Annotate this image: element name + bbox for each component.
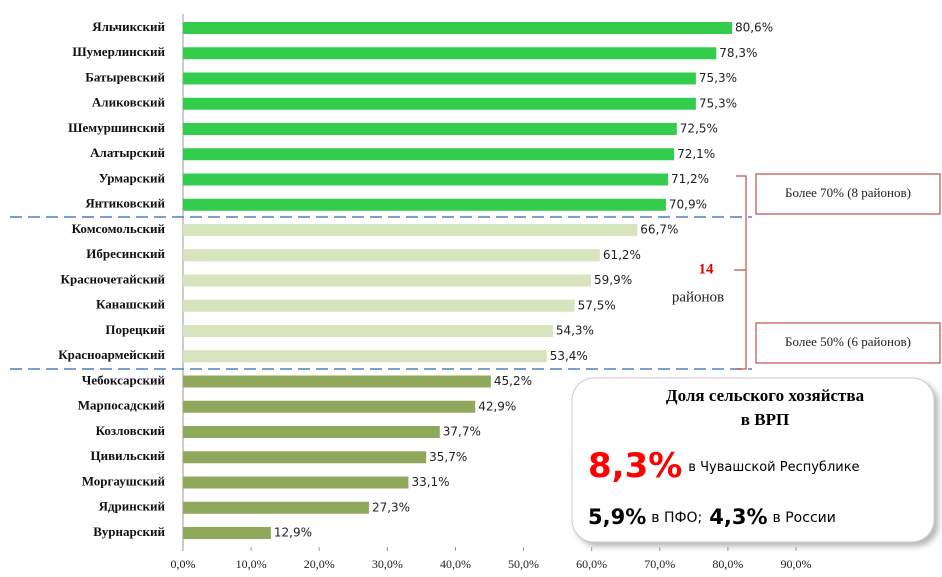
group-box — [755, 322, 941, 364]
bar — [183, 476, 409, 489]
value-label: 42,9% — [478, 399, 516, 413]
category-label: Шумерлинский — [72, 44, 165, 59]
value-label: 75,3% — [699, 96, 737, 110]
bar — [183, 72, 696, 85]
category-label: Марпосадский — [78, 398, 166, 413]
category-label: Янтиковский — [85, 196, 165, 211]
category-label: Ибресинский — [86, 246, 165, 261]
value-label: 72,1% — [677, 147, 715, 161]
value-label: 37,7% — [443, 425, 481, 439]
value-label: 33,1% — [411, 475, 449, 489]
bar — [183, 47, 717, 60]
value-label: 80,6% — [735, 21, 773, 35]
group-label: Более 70% (8 районов) — [785, 185, 911, 200]
x-tick-label: 30,0% — [372, 557, 403, 571]
x-tick-label: 90,0% — [781, 557, 812, 571]
x-tick-label: 80,0% — [712, 557, 743, 571]
value-label: 54,3% — [556, 324, 594, 338]
value-label: 71,2% — [671, 172, 709, 186]
bar — [183, 375, 491, 388]
bar — [183, 123, 677, 135]
category-label: Козловский — [96, 423, 166, 438]
category-label: Порецкий — [105, 322, 165, 337]
bar — [183, 249, 600, 262]
value-label: 59,9% — [594, 273, 632, 287]
value-label: 70,9% — [669, 197, 707, 211]
bar — [183, 224, 638, 236]
category-label: Алатырский — [90, 145, 165, 160]
group-box — [755, 173, 941, 215]
x-tick-label: 60,0% — [576, 557, 607, 571]
bracket — [734, 175, 747, 370]
bar — [183, 350, 547, 363]
x-tick-label: 0,0% — [171, 557, 196, 571]
value-label: 45,2% — [494, 374, 532, 388]
category-label: Красноармейский — [58, 347, 165, 362]
bar — [183, 274, 591, 287]
russia-value: 4,3% — [709, 505, 767, 529]
bar — [183, 451, 427, 464]
value-label: 61,2% — [603, 248, 641, 262]
value-label: 75,3% — [699, 71, 737, 85]
bar — [183, 97, 696, 110]
bar — [183, 299, 575, 312]
category-label: Чебоксарский — [82, 372, 166, 387]
info-title: Доля сельского хозяйства — [666, 386, 865, 405]
value-label: 53,4% — [550, 349, 588, 363]
info-box — [571, 377, 935, 543]
bar — [183, 426, 440, 438]
value-label: 35,7% — [429, 450, 467, 464]
x-tick-label: 20,0% — [304, 557, 335, 571]
bar — [183, 325, 553, 337]
category-label: Вурнарский — [93, 524, 165, 539]
pfo-text: в ПФО; — [651, 510, 702, 526]
x-tick-label: 40,0% — [440, 557, 471, 571]
value-label: 27,3% — [372, 500, 410, 514]
bar — [183, 173, 668, 186]
group-label: Более 50% (6 районов) — [785, 334, 911, 349]
info-main: 8,3% в Чувашской Республике — [588, 446, 860, 486]
main-value: 8,3% — [588, 446, 682, 486]
pfo-value: 5,9% — [588, 505, 646, 529]
category-label: Канашский — [96, 297, 165, 312]
bar — [183, 148, 675, 161]
value-label: 12,9% — [274, 526, 312, 540]
x-tick-label: 10,0% — [236, 557, 267, 571]
value-label: 72,5% — [680, 122, 718, 136]
category-label: Красночетайский — [61, 271, 166, 286]
category-label: Ядринский — [99, 499, 166, 514]
category-label: Аликовский — [92, 95, 166, 110]
info-title: в ВРП — [741, 410, 789, 429]
bar — [183, 501, 369, 514]
bar — [183, 527, 271, 539]
value-label: 57,5% — [578, 298, 616, 312]
value-label: 66,7% — [640, 223, 678, 237]
count-unit: районов — [672, 289, 724, 305]
category-label: Яльчикский — [92, 19, 165, 34]
category-label: Цивильский — [90, 448, 165, 463]
category-label: Урмарский — [99, 170, 166, 185]
russia-text: в России — [773, 510, 836, 526]
x-tick-label: 50,0% — [508, 557, 539, 571]
info-secondary: 5,9% в ПФО; 4,3% в России — [588, 505, 836, 529]
category-label: Моргаушский — [82, 473, 166, 488]
x-tick-label: 70,0% — [644, 557, 675, 571]
bar — [183, 400, 476, 413]
value-label: 78,3% — [719, 46, 757, 60]
category-label: Шемуршинский — [68, 120, 165, 135]
bar — [183, 198, 666, 211]
category-label: Батыревский — [85, 69, 165, 84]
main-text: в Чувашской Республике — [688, 460, 859, 475]
count: 14 — [699, 261, 715, 277]
category-label: Комсомольский — [72, 221, 166, 236]
bar — [183, 22, 732, 34]
